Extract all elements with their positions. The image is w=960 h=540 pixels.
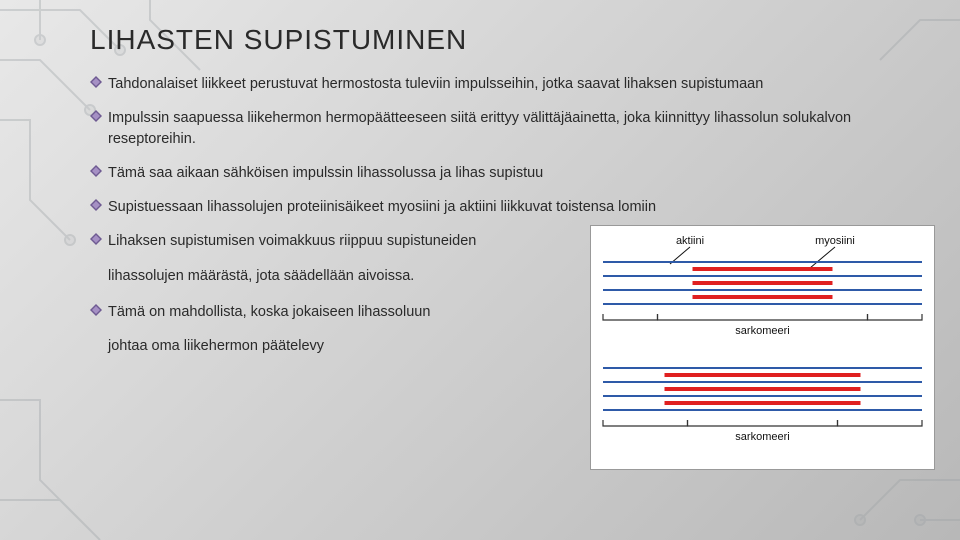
bullet-item: Tahdonalaiset liikkeet perustuvat hermos… bbox=[90, 74, 900, 94]
svg-text:myosiini: myosiini bbox=[815, 235, 855, 247]
diamond-bullet-icon bbox=[90, 199, 104, 211]
bullet-item: Supistuessaan lihassolujen proteiinisäik… bbox=[90, 197, 900, 217]
bullet-item: Impulssin saapuessa liikehermon hermopää… bbox=[90, 108, 900, 149]
bullet-text: Supistuessaan lihassolujen proteiinisäik… bbox=[108, 197, 900, 217]
bullet-text: Tämä on mahdollista, koska jokaiseen lih… bbox=[108, 302, 570, 322]
diamond-bullet-icon bbox=[90, 76, 104, 88]
diamond-bullet-icon bbox=[90, 304, 104, 316]
svg-text:sarkomeeri: sarkomeeri bbox=[735, 325, 789, 337]
bullet-text: Tahdonalaiset liikkeet perustuvat hermos… bbox=[108, 74, 900, 94]
bullet-item: Tämä saa aikaan sähköisen impulssin liha… bbox=[90, 163, 900, 183]
svg-text:aktiini: aktiini bbox=[676, 235, 704, 247]
diamond-bullet-icon bbox=[90, 165, 104, 177]
diamond-bullet-icon bbox=[90, 110, 104, 122]
diamond-bullet-icon bbox=[90, 233, 104, 245]
bullet-continuation: johtaa oma liikehermon päätelevy bbox=[108, 336, 570, 356]
bullet-text: Lihaksen supistumisen voimakkuus riippuu… bbox=[108, 231, 570, 251]
page-title: LIHASTEN SUPISTUMINEN bbox=[90, 24, 900, 56]
bullet-text: Tämä saa aikaan sähköisen impulssin liha… bbox=[108, 163, 900, 183]
svg-text:sarkomeeri: sarkomeeri bbox=[735, 431, 789, 443]
sarcomere-diagram: aktiini myosiini sarkomeeri sarkomeeri bbox=[590, 225, 935, 470]
bullet-text: Impulssin saapuessa liikehermon hermopää… bbox=[108, 108, 900, 149]
bullet-item: Tämä on mahdollista, koska jokaiseen lih… bbox=[90, 302, 570, 322]
bullet-continuation: lihassolujen määrästä, jota säädellään a… bbox=[108, 266, 570, 286]
bullet-item: Lihaksen supistumisen voimakkuus riippuu… bbox=[90, 231, 570, 251]
